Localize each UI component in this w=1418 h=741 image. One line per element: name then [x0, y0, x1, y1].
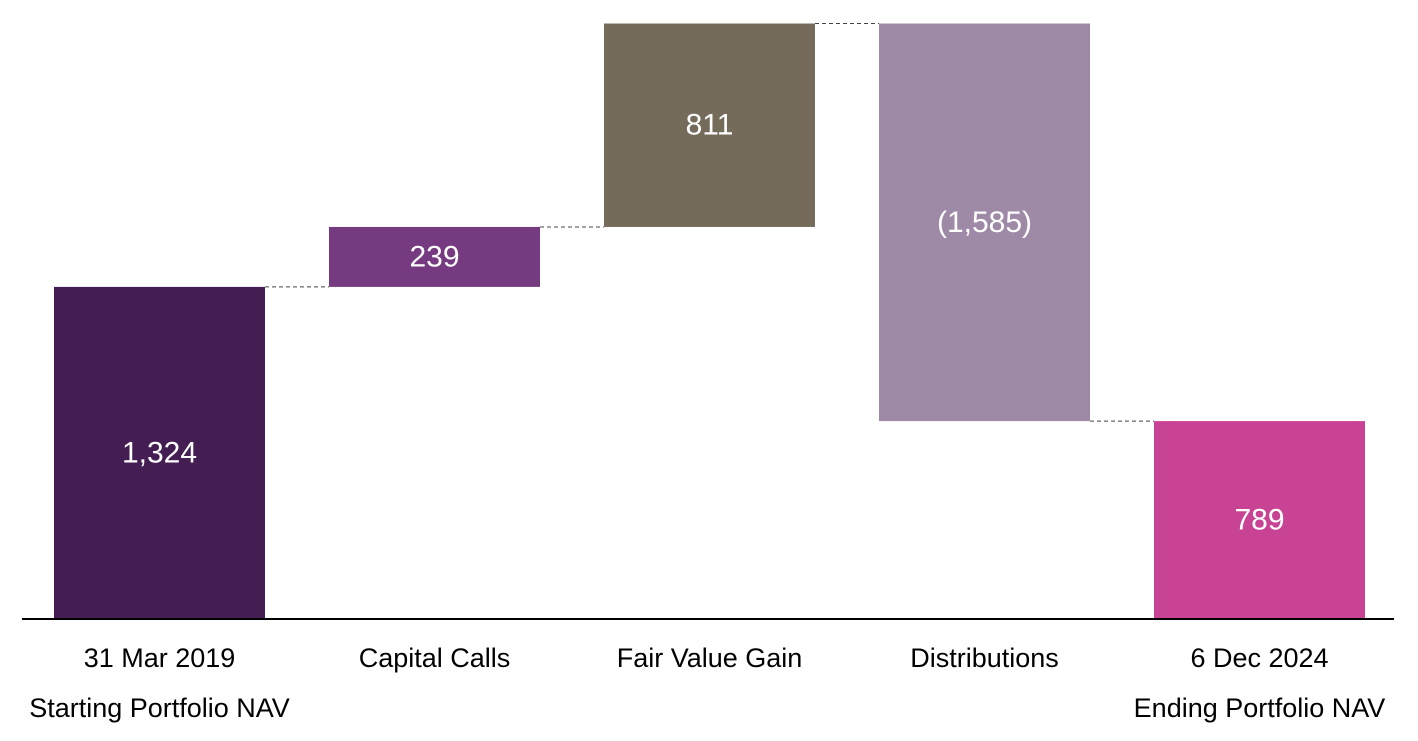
- category-label-4-0: 6 Dec 2024: [1190, 643, 1328, 673]
- category-label-1-0: Capital Calls: [359, 643, 511, 673]
- category-label-0-0: 31 Mar 2019: [84, 643, 236, 673]
- category-label-0-1: Starting Portfolio NAV: [29, 693, 290, 723]
- data-label-2: 811: [686, 109, 734, 142]
- bar-0: [54, 286, 265, 619]
- bar-2: [604, 23, 815, 227]
- data-label-0: 1,324: [122, 436, 197, 469]
- category-label-2-0: Fair Value Gain: [617, 643, 803, 673]
- bar-3: [879, 23, 1090, 422]
- connector-lines: [265, 23, 1154, 422]
- bar-1: [329, 226, 540, 287]
- category-labels: 31 Mar 2019 Starting Portfolio NAV Capital…: [29, 643, 1385, 723]
- data-label-1: 239: [409, 240, 459, 273]
- bars: [54, 23, 1365, 619]
- data-label-3: (1,585): [937, 206, 1032, 239]
- bar-4: [1154, 421, 1365, 619]
- data-labels: 1,324 239 811 (1,585) 789: [122, 109, 1285, 537]
- data-label-4: 789: [1234, 504, 1284, 537]
- category-label-4-1: Ending Portfolio NAV: [1134, 693, 1386, 723]
- category-label-3-0: Distributions: [910, 643, 1059, 673]
